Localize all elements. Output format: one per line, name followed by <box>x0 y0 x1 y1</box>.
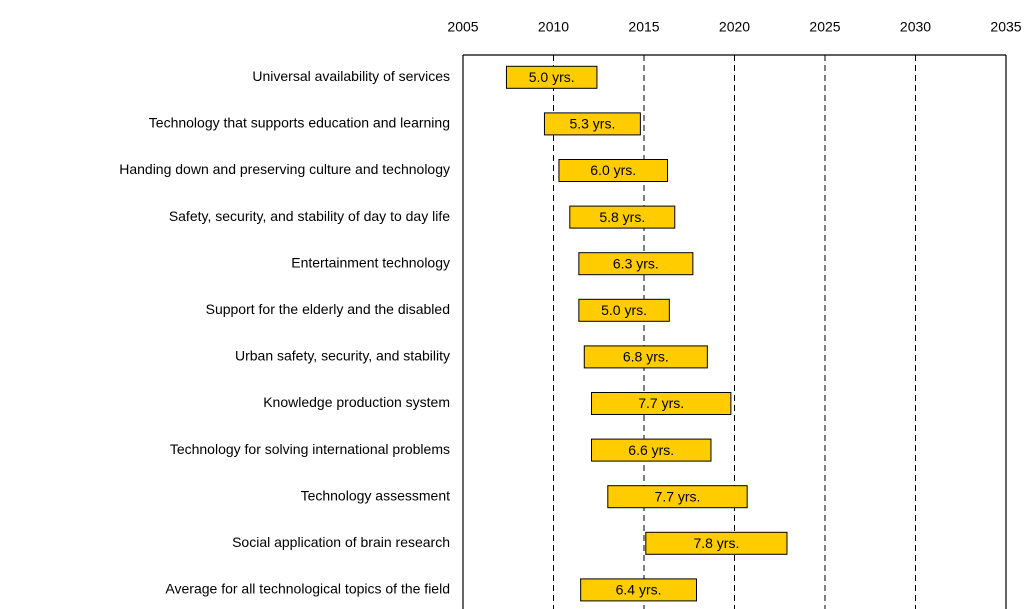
bar-label: 5.3 yrs. <box>569 116 615 132</box>
bar-label: 7.7 yrs. <box>655 488 701 504</box>
bar-label: 6.8 yrs. <box>623 349 669 365</box>
category-label: Technology assessment <box>301 487 451 503</box>
x-tick-label: 2005 <box>447 19 478 35</box>
bar <box>607 485 748 509</box>
bar <box>591 438 712 462</box>
category-label: Average for all technological topics of … <box>165 581 450 597</box>
category-label: Universal availability of services <box>252 68 450 84</box>
bar-label: 7.7 yrs. <box>638 395 684 411</box>
category-label: Safety, security, and stability of day t… <box>169 208 450 224</box>
category-label: Knowledge production system <box>263 394 450 410</box>
bar <box>583 345 708 369</box>
bar <box>578 252 694 276</box>
bar <box>645 531 788 555</box>
bar-label: 7.8 yrs. <box>693 535 739 551</box>
bar <box>591 392 732 415</box>
x-tick-label: 2030 <box>900 19 931 35</box>
x-tick-label: 2035 <box>990 19 1021 35</box>
category-label: Urban safety, security, and stability <box>235 348 450 364</box>
category-label: Technology for solving international pro… <box>170 441 450 457</box>
bar <box>578 298 670 322</box>
x-tick-label: 2015 <box>628 19 659 35</box>
bar <box>580 578 697 602</box>
x-tick-label: 2010 <box>538 19 569 35</box>
bar-label: 5.0 yrs. <box>529 69 575 85</box>
category-label: Social application of brain research <box>232 534 450 550</box>
category-label: Handing down and preserving culture and … <box>119 161 450 177</box>
bar-label: 6.0 yrs. <box>590 162 636 178</box>
x-tick-label: 2025 <box>809 19 840 35</box>
bar-label: 6.4 yrs. <box>616 582 662 598</box>
bar <box>505 65 598 89</box>
category-label: Entertainment technology <box>291 254 450 270</box>
bar-label: 6.6 yrs. <box>628 442 674 458</box>
x-tick-label: 2020 <box>719 19 750 35</box>
bar-label: 5.0 yrs. <box>601 302 647 318</box>
bar <box>569 205 676 229</box>
bar <box>543 112 641 136</box>
bar <box>558 159 669 182</box>
category-label: Technology that supports education and l… <box>149 115 450 131</box>
bar-label: 5.8 yrs. <box>599 209 645 225</box>
category-label: Support for the elderly and the disabled <box>206 301 450 317</box>
bar-label: 6.3 yrs. <box>613 255 659 271</box>
